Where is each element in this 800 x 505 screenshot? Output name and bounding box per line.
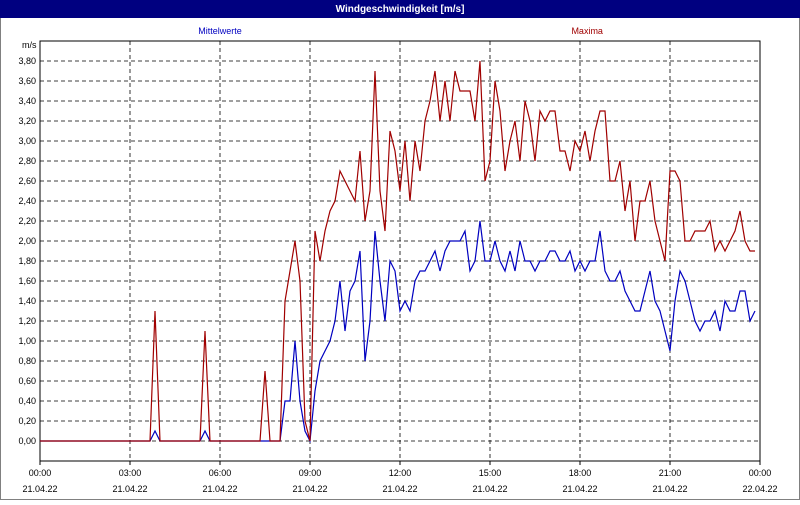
x-tick-date: 21.04.22 — [112, 484, 147, 494]
x-tick-label: 00:00 — [749, 468, 772, 478]
y-tick-label: 1,80 — [18, 256, 36, 266]
series-line — [40, 60, 755, 442]
y-tick-label: 1,40 — [18, 296, 36, 306]
x-tick-date: 21.04.22 — [472, 484, 507, 494]
y-tick-label: 2,80 — [18, 156, 36, 166]
y-tick-label: 2,00 — [18, 236, 36, 246]
x-tick-label: 15:00 — [479, 468, 502, 478]
y-tick-label: 3,60 — [18, 76, 36, 86]
y-tick-label: 3,20 — [18, 116, 36, 126]
x-tick-date: 21.04.22 — [382, 484, 417, 494]
x-tick-label: 18:00 — [569, 468, 592, 478]
y-tick-label: 1,60 — [18, 276, 36, 286]
x-tick-date: 21.04.22 — [562, 484, 597, 494]
y-tick-label: 3,40 — [18, 96, 36, 106]
x-tick-label: 06:00 — [209, 468, 232, 478]
x-tick-label: 12:00 — [389, 468, 412, 478]
y-tick-label: 3,80 — [18, 56, 36, 66]
y-tick-label: 2,40 — [18, 196, 36, 206]
y-tick-label: 0,00 — [18, 436, 36, 446]
x-tick-label: 03:00 — [119, 468, 142, 478]
x-tick-date: 21.04.22 — [652, 484, 687, 494]
legend-label: Maxima — [571, 26, 603, 36]
y-axis-label: m/s — [22, 40, 37, 50]
y-tick-label: 1,20 — [18, 316, 36, 326]
x-tick-label: 21:00 — [659, 468, 682, 478]
x-tick-date: 21.04.22 — [22, 484, 57, 494]
y-tick-label: 2,60 — [18, 176, 36, 186]
x-tick-date: 21.04.22 — [292, 484, 327, 494]
series-line — [40, 220, 756, 444]
y-tick-label: 0,60 — [18, 376, 36, 386]
x-tick-date: 22.04.22 — [742, 484, 777, 494]
y-tick-label: 1,00 — [18, 336, 36, 346]
x-tick-date: 21.04.22 — [202, 484, 237, 494]
y-tick-label: 0,80 — [18, 356, 36, 366]
y-tick-label: 3,00 — [18, 136, 36, 146]
title-bar — [0, 0, 800, 18]
y-tick-label: 2,20 — [18, 216, 36, 226]
y-tick-label: 0,20 — [18, 416, 36, 426]
y-tick-label: 0,40 — [18, 396, 36, 406]
x-tick-label: 00:00 — [29, 468, 52, 478]
x-tick-label: 09:00 — [299, 468, 322, 478]
chart-title: Windgeschwindigkeit [m/s] — [336, 4, 465, 15]
legend-label: Mittelwerte — [198, 26, 242, 36]
